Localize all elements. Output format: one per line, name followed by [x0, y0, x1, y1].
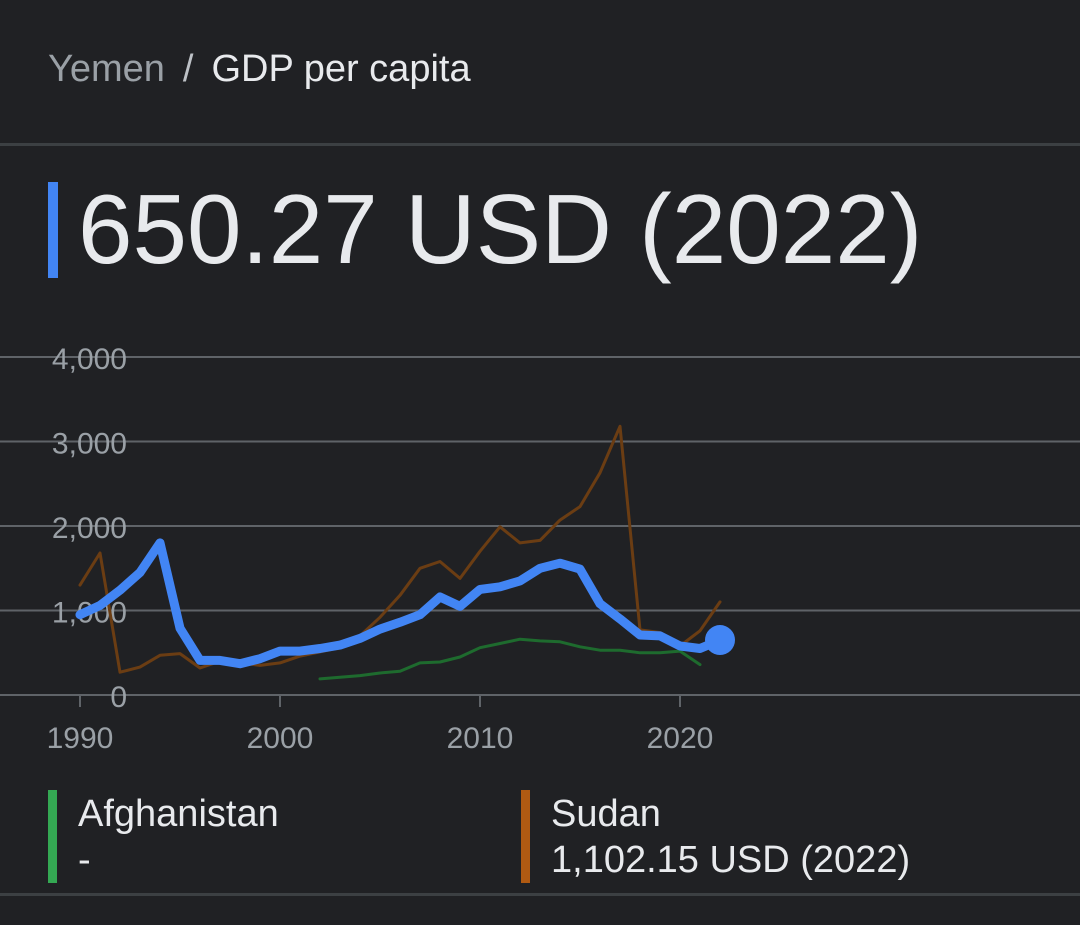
series-line-sudan [78, 424, 722, 674]
legend-swatch-afghanistan [48, 790, 57, 883]
breadcrumb-parent-link[interactable]: Yemen [48, 48, 165, 90]
x-tick-label: 1990 [47, 722, 114, 755]
headline-accent-bar [48, 182, 58, 278]
legend-item-sudan[interactable]: Sudan 1,102.15 USD (2022) [521, 790, 1021, 885]
breadcrumb-separator: / [182, 48, 194, 90]
series-line-afghanistan [318, 637, 702, 681]
chart-grid [0, 356, 1080, 696]
y-tick-label: 0 [110, 681, 127, 714]
x-tick-label: 2020 [647, 722, 714, 755]
legend-item-afghanistan[interactable]: Afghanistan - [48, 790, 468, 885]
x-axis-labels: 1990 2000 2010 2020 [47, 695, 714, 755]
y-tick-label: 3,000 [52, 428, 127, 461]
chart-series [75, 424, 725, 681]
legend-swatch-sudan [521, 790, 530, 883]
highlight-point [705, 625, 735, 656]
y-tick-label: 2,000 [52, 512, 127, 545]
legend-value: 1,102.15 USD (2022) [551, 839, 911, 881]
chart-highlight [705, 625, 735, 656]
x-tick-label: 2010 [447, 722, 514, 755]
footer-divider [0, 893, 1080, 896]
breadcrumb: Yemen / GDP per capita [48, 44, 471, 94]
y-tick-label: 4,000 [52, 343, 127, 376]
header-divider [0, 143, 1080, 146]
series-line-yemen [75, 538, 725, 669]
headline-value: 650.27 USD (2022) [78, 174, 923, 284]
x-tick-label: 2000 [247, 722, 314, 755]
legend-value: - [78, 839, 91, 881]
legend-name: Afghanistan [78, 793, 279, 835]
legend-name: Sudan [551, 793, 661, 835]
breadcrumb-current: GDP per capita [211, 48, 471, 90]
